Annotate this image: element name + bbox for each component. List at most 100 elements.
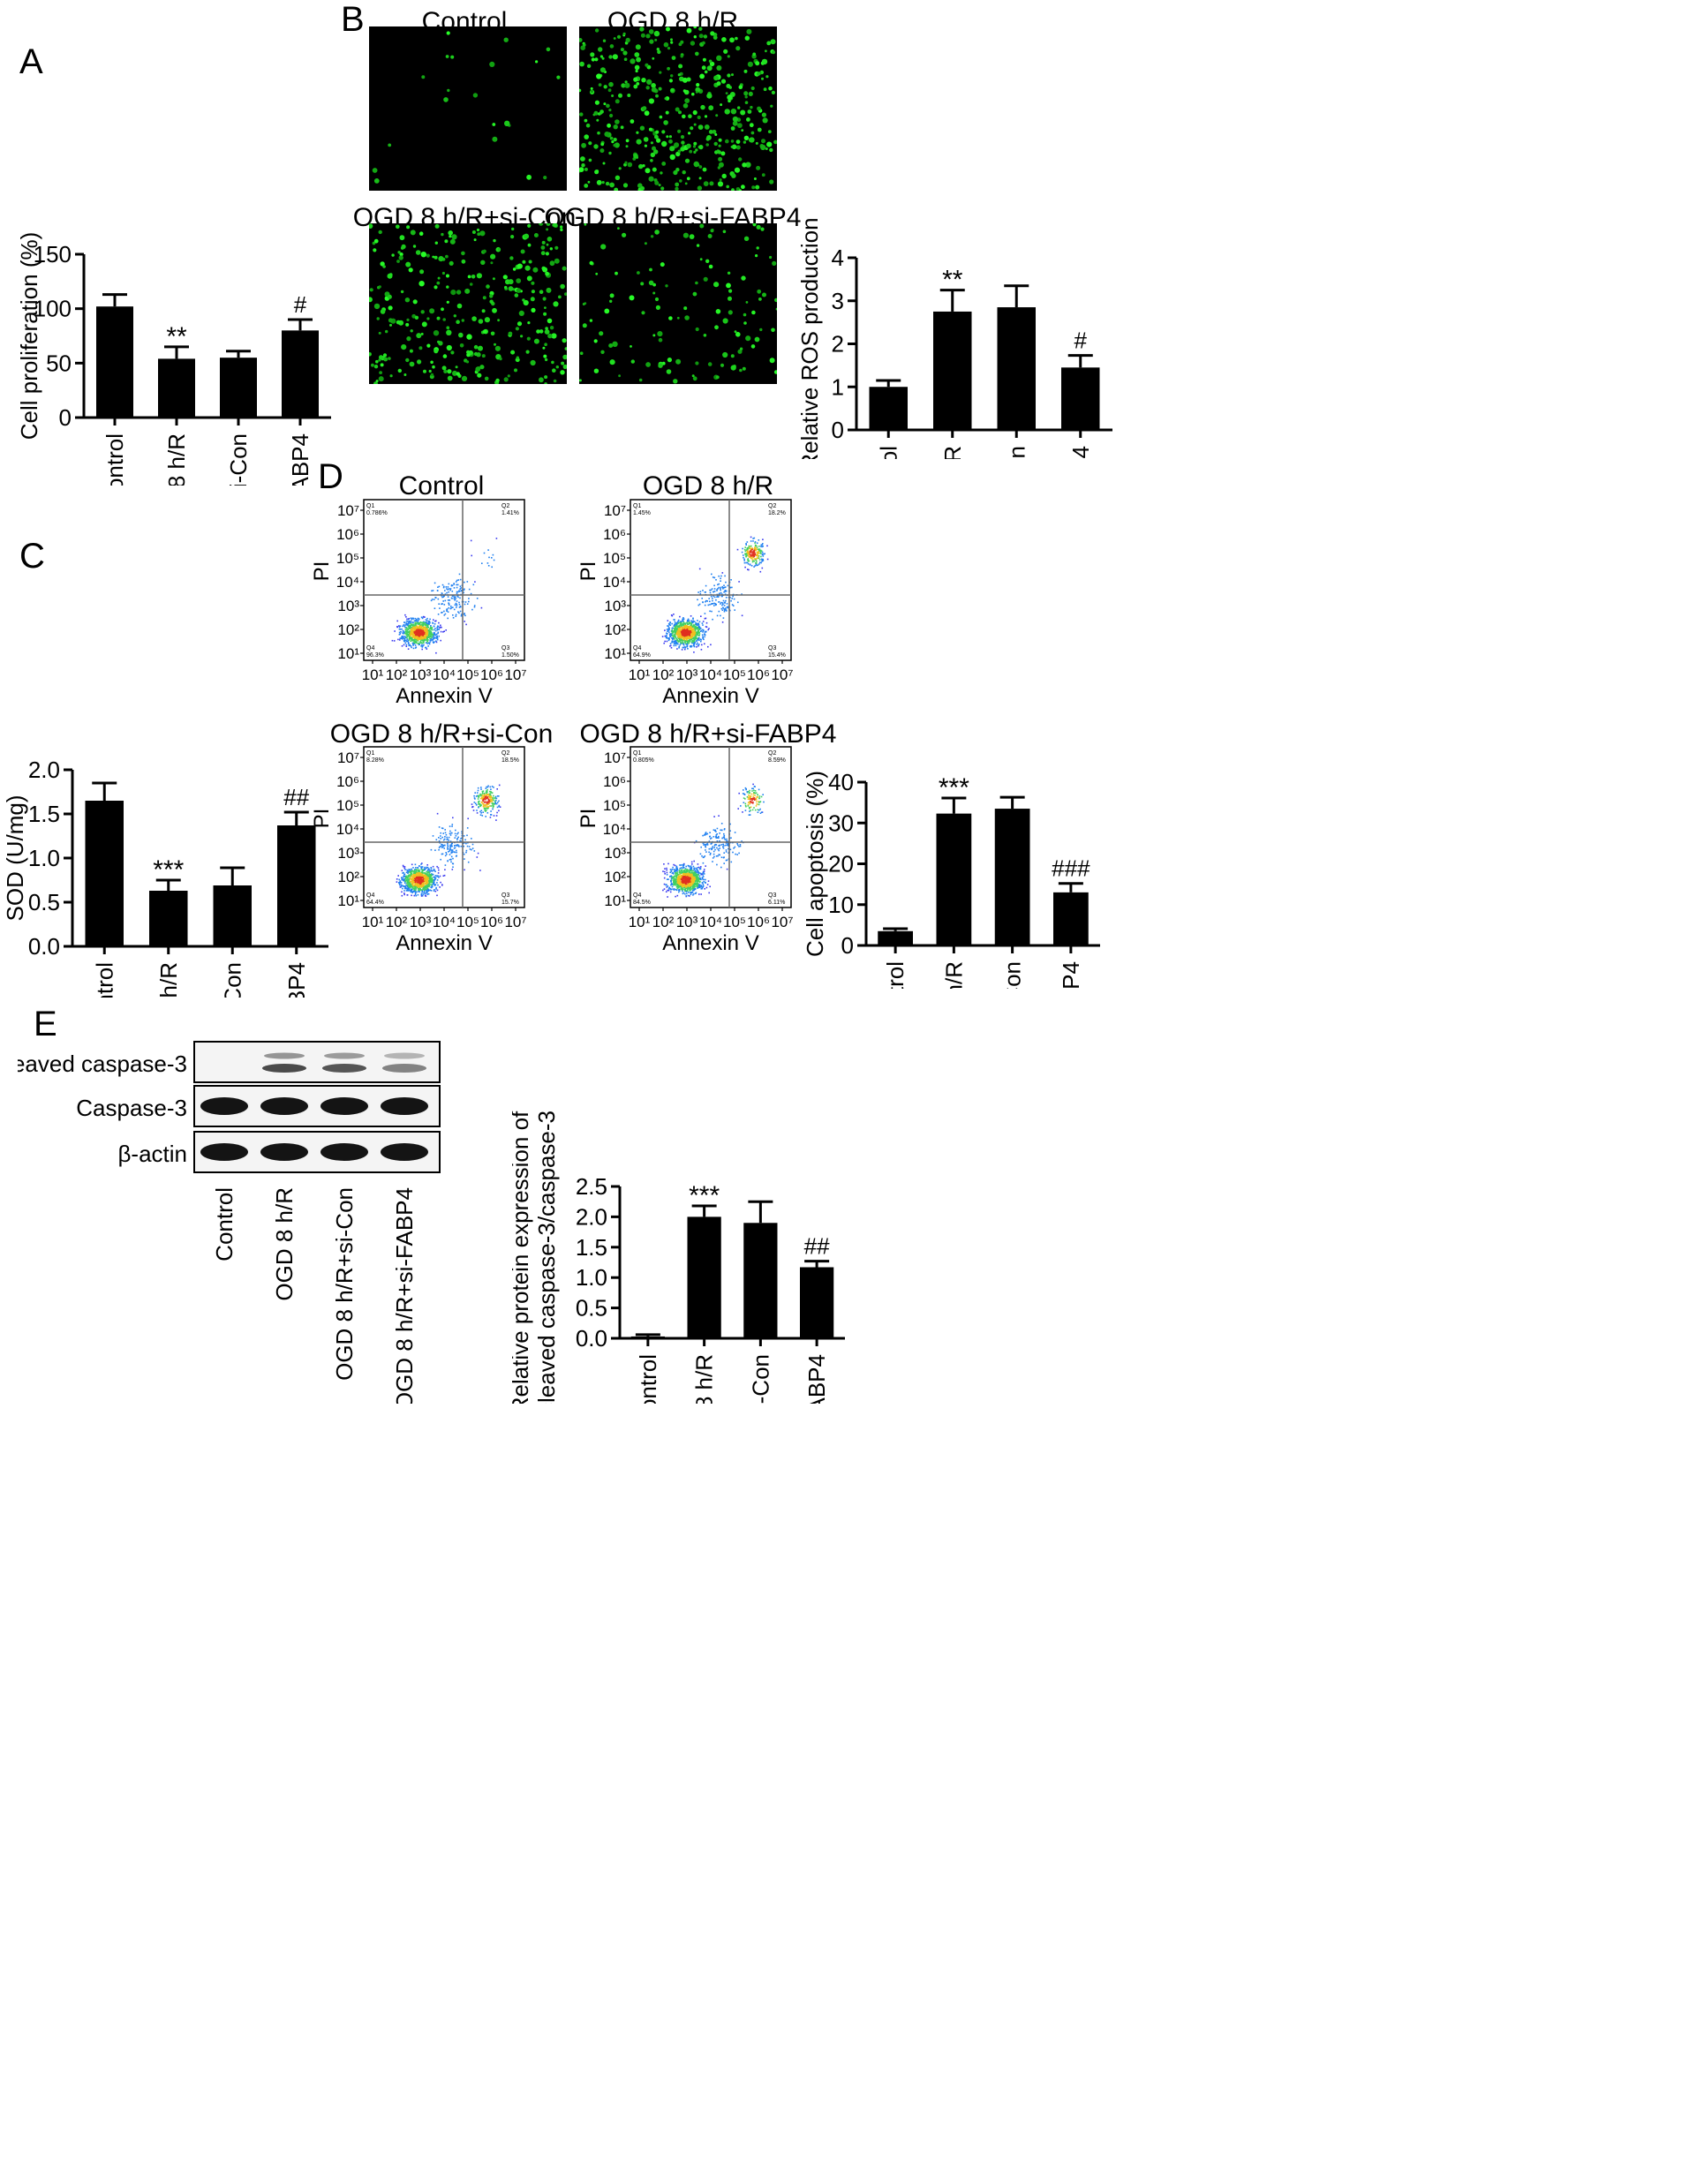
event-dot xyxy=(432,873,434,876)
fluorescent-cell xyxy=(372,241,376,245)
event-dot xyxy=(411,889,413,891)
fluorescent-cell xyxy=(698,145,704,150)
event-dot xyxy=(404,630,406,633)
bar xyxy=(687,1216,721,1338)
event-dot xyxy=(691,637,693,639)
event-dot xyxy=(411,637,412,639)
event-dot xyxy=(436,879,439,881)
fluorescent-cell xyxy=(654,134,659,139)
fluorescent-cell xyxy=(502,275,508,280)
event-dot xyxy=(665,636,667,638)
event-dot xyxy=(675,889,678,892)
event-dot xyxy=(456,600,458,602)
event-dot xyxy=(426,641,428,643)
event-dot xyxy=(697,623,700,626)
event-dot xyxy=(452,857,454,860)
event-dot xyxy=(421,866,424,868)
event-dot xyxy=(411,636,414,638)
event-dot xyxy=(696,646,697,648)
event-dot xyxy=(702,885,705,887)
event-dot xyxy=(408,639,411,641)
x-tick-label: Control xyxy=(875,446,901,459)
fluorescent-cell xyxy=(450,350,455,355)
event-dot xyxy=(421,648,423,651)
event-dot xyxy=(442,839,445,841)
event-dot xyxy=(405,634,408,636)
event-dot xyxy=(493,805,494,808)
event-dot xyxy=(472,810,475,811)
event-dot xyxy=(716,596,718,598)
event-dot xyxy=(722,588,724,590)
fluorescent-cell xyxy=(670,88,675,92)
fluorescent-cell xyxy=(673,169,678,176)
fluorescent-cell xyxy=(434,241,438,245)
fluorescent-cell xyxy=(769,255,773,260)
event-dot xyxy=(402,635,404,637)
event-dot xyxy=(479,805,482,808)
fluorescent-cell xyxy=(706,65,713,72)
event-dot xyxy=(454,832,456,835)
event-dot xyxy=(434,641,435,643)
event-dot xyxy=(426,617,428,620)
event-dot xyxy=(405,639,407,642)
event-dot xyxy=(428,873,430,876)
fluorescent-cell xyxy=(720,79,727,84)
event-dot xyxy=(697,627,699,629)
fluorescent-cell xyxy=(686,27,692,34)
event-dot xyxy=(685,630,687,632)
event-dot xyxy=(672,632,674,635)
fluorescent-cell xyxy=(651,83,656,88)
event-dot xyxy=(676,638,678,641)
x-tick-label: 10¹ xyxy=(362,666,384,683)
event-dot xyxy=(420,892,423,895)
event-dot xyxy=(482,811,484,813)
fluorescent-cell xyxy=(400,290,404,294)
flow-title-si-fabp4: OGD 8 h/R+si-FABP4 xyxy=(579,719,837,749)
fluorescent-cell xyxy=(726,185,729,189)
fluorescent-cell xyxy=(735,36,738,41)
event-dot xyxy=(696,640,697,643)
event-dot xyxy=(418,624,421,627)
event-dot xyxy=(444,844,446,847)
fluorescent-cell xyxy=(730,146,734,148)
event-dot xyxy=(708,598,710,599)
event-dot xyxy=(457,579,460,581)
event-dot xyxy=(423,644,425,646)
event-dot xyxy=(453,596,456,599)
fluorescent-cell xyxy=(436,281,441,285)
event-dot xyxy=(402,638,403,640)
fluorescent-cell xyxy=(490,253,496,260)
event-dot xyxy=(411,628,412,629)
fluorescent-cell xyxy=(756,246,759,250)
event-dot xyxy=(406,869,408,871)
event-dot xyxy=(679,873,682,876)
fluorescent-cell xyxy=(727,271,731,275)
event-dot xyxy=(698,633,701,635)
event-dot xyxy=(692,621,694,624)
event-dot xyxy=(440,832,441,834)
event-dot xyxy=(437,626,440,628)
event-dot xyxy=(746,552,749,554)
fluorescent-cell xyxy=(442,318,446,321)
event-dot xyxy=(675,624,678,627)
event-dot xyxy=(408,884,410,886)
event-dot xyxy=(420,885,423,887)
event-dot xyxy=(412,618,414,620)
fluorescent-cell xyxy=(638,163,644,169)
bar xyxy=(277,825,316,946)
event-dot xyxy=(674,627,676,629)
event-dot xyxy=(408,888,410,891)
fluorescent-cell xyxy=(630,119,635,124)
event-dot xyxy=(722,603,724,606)
fluorescent-cell xyxy=(620,125,624,130)
fluorescent-cell xyxy=(756,165,761,170)
fluorescent-cell xyxy=(609,136,614,140)
event-dot xyxy=(743,556,744,559)
event-dot xyxy=(464,613,465,614)
event-dot xyxy=(415,870,417,872)
event-dot xyxy=(456,592,458,595)
event-dot xyxy=(676,631,678,634)
event-dot xyxy=(756,542,758,544)
event-dot xyxy=(492,803,494,806)
event-dot xyxy=(441,847,443,848)
